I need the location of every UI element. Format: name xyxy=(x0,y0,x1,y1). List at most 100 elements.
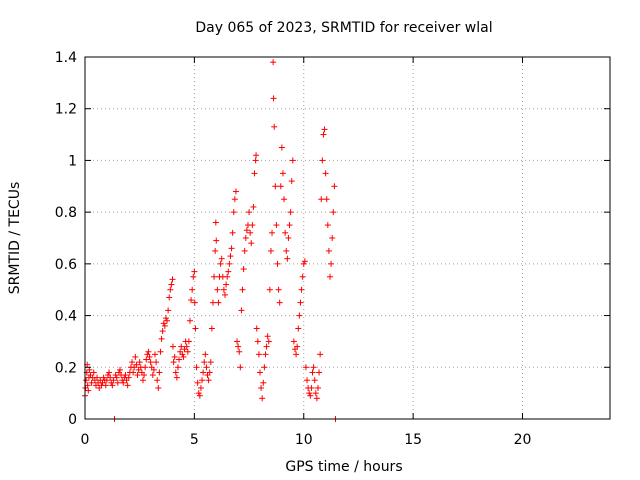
data-point xyxy=(183,343,190,350)
data-point xyxy=(180,353,187,360)
data-point xyxy=(145,348,152,355)
x-tick-label: 20 xyxy=(514,432,532,448)
data-point xyxy=(236,348,243,355)
y-axis-label: SRMTID / TECUs xyxy=(7,182,23,295)
data-point xyxy=(265,338,272,345)
data-point xyxy=(314,384,321,391)
data-point xyxy=(158,335,165,342)
data-point xyxy=(173,374,180,381)
data-point xyxy=(226,260,233,267)
data-point xyxy=(134,372,141,379)
data-point xyxy=(212,247,219,254)
data-point xyxy=(298,286,305,293)
data-point xyxy=(153,359,160,366)
data-point xyxy=(166,294,173,301)
data-point xyxy=(203,364,210,371)
data-point xyxy=(313,395,320,402)
data-point xyxy=(320,131,327,138)
data-point xyxy=(263,343,270,350)
data-point xyxy=(258,384,265,391)
data-point xyxy=(202,351,209,358)
data-point xyxy=(251,170,258,177)
data-point xyxy=(270,95,277,102)
data-point xyxy=(316,369,323,376)
data-point xyxy=(228,245,235,252)
data-point xyxy=(319,157,326,164)
data-point xyxy=(209,299,216,306)
data-point xyxy=(102,382,109,389)
x-tick-label: 10 xyxy=(295,432,313,448)
data-point xyxy=(264,333,271,340)
y-tick-label: 0.8 xyxy=(55,205,77,221)
data-point xyxy=(129,359,136,366)
data-point xyxy=(276,299,283,306)
data-point xyxy=(330,209,337,216)
data-point xyxy=(107,374,114,381)
data-point xyxy=(174,364,181,371)
data-point xyxy=(169,276,176,283)
data-point xyxy=(196,392,203,399)
data-point xyxy=(224,273,231,280)
data-point xyxy=(267,247,274,254)
data-point xyxy=(289,157,296,164)
data-point xyxy=(310,364,317,371)
y-tick-label: 0.4 xyxy=(55,309,77,325)
data-point xyxy=(284,255,291,262)
data-point xyxy=(283,247,290,254)
data-point xyxy=(199,377,206,384)
y-tick-label: 0.2 xyxy=(55,360,77,376)
data-point xyxy=(100,374,107,381)
data-point xyxy=(300,260,307,267)
data-point xyxy=(165,307,172,314)
data-point xyxy=(324,222,331,229)
data-point xyxy=(274,260,281,267)
data-point xyxy=(160,320,167,327)
data-point xyxy=(246,209,253,216)
data-point xyxy=(124,382,131,389)
data-point xyxy=(285,235,292,241)
data-point xyxy=(311,377,318,384)
data-point xyxy=(194,379,201,386)
data-point xyxy=(172,369,179,376)
data-point xyxy=(162,315,169,322)
data-point xyxy=(114,379,121,386)
data-point xyxy=(110,377,117,384)
data-point xyxy=(237,364,244,371)
data-point xyxy=(152,351,158,358)
data-point xyxy=(242,235,249,241)
data-point xyxy=(279,170,286,177)
data-point xyxy=(184,348,191,355)
data-point xyxy=(147,359,154,366)
data-point xyxy=(325,247,332,254)
data-point xyxy=(272,183,279,190)
data-point xyxy=(188,297,195,304)
data-point xyxy=(133,361,140,368)
data-point xyxy=(167,286,174,293)
data-point xyxy=(157,348,164,355)
data-point xyxy=(176,356,183,363)
y-tick-label: 1.4 xyxy=(55,50,77,66)
data-point xyxy=(205,377,212,384)
data-point xyxy=(220,286,227,293)
data-point xyxy=(142,364,149,371)
data-point xyxy=(164,317,171,324)
data-point xyxy=(253,152,260,159)
data-point xyxy=(259,395,266,402)
data-point xyxy=(240,266,247,273)
data-point xyxy=(252,157,259,164)
data-point xyxy=(190,273,197,280)
data-point xyxy=(130,369,137,376)
data-point xyxy=(215,299,222,306)
grid-lines xyxy=(85,57,610,419)
data-point xyxy=(294,343,301,350)
data-point xyxy=(287,209,294,216)
data-point xyxy=(271,123,278,130)
data-point xyxy=(225,268,232,275)
data-point xyxy=(120,379,127,386)
data-point xyxy=(238,307,245,314)
data-point xyxy=(189,286,196,293)
data-point xyxy=(230,209,237,216)
data-point xyxy=(106,369,113,376)
data-point xyxy=(288,178,295,185)
